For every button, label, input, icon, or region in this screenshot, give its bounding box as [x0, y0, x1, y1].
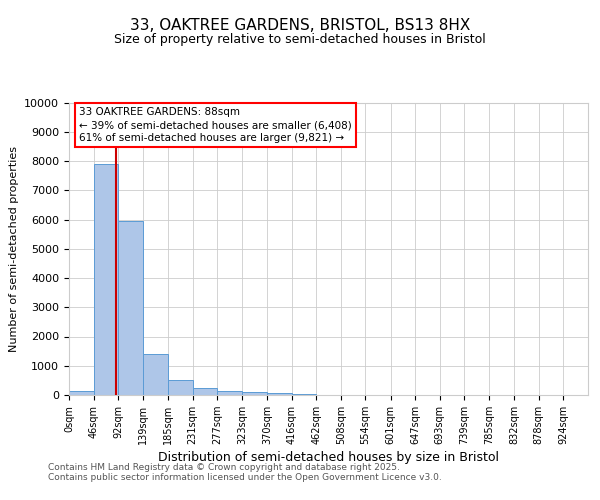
Bar — [292, 394, 316, 395]
Bar — [94, 164, 118, 395]
Y-axis label: Number of semi-detached properties: Number of semi-detached properties — [9, 146, 19, 352]
Bar — [143, 354, 168, 395]
Bar — [267, 393, 292, 395]
X-axis label: Distribution of semi-detached houses by size in Bristol: Distribution of semi-detached houses by … — [158, 451, 499, 464]
Text: Contains HM Land Registry data © Crown copyright and database right 2025.: Contains HM Land Registry data © Crown c… — [48, 462, 400, 471]
Text: Size of property relative to semi-detached houses in Bristol: Size of property relative to semi-detach… — [114, 32, 486, 46]
Bar — [69, 390, 94, 395]
Bar — [217, 392, 242, 395]
Bar — [242, 392, 267, 395]
Bar — [193, 388, 217, 395]
Text: Contains public sector information licensed under the Open Government Licence v3: Contains public sector information licen… — [48, 472, 442, 482]
Bar — [118, 221, 143, 395]
Text: 33, OAKTREE GARDENS, BRISTOL, BS13 8HX: 33, OAKTREE GARDENS, BRISTOL, BS13 8HX — [130, 18, 470, 32]
Text: 33 OAKTREE GARDENS: 88sqm
← 39% of semi-detached houses are smaller (6,408)
61% : 33 OAKTREE GARDENS: 88sqm ← 39% of semi-… — [79, 107, 352, 144]
Bar — [168, 380, 193, 395]
